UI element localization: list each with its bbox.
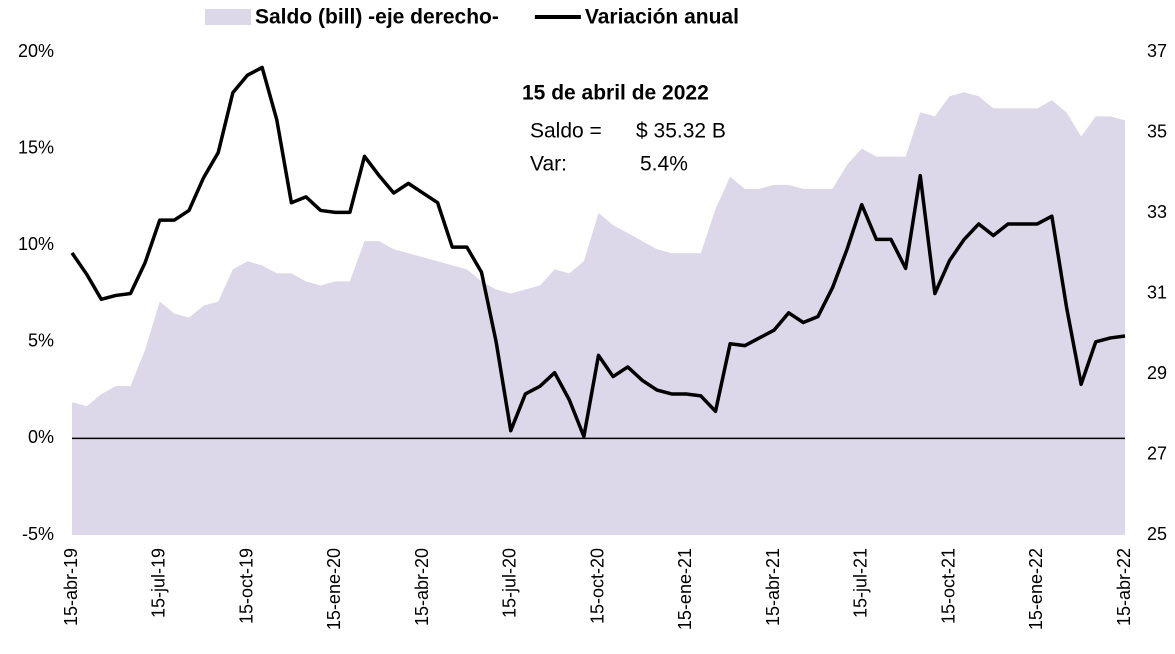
x-tick-label: 15-ene-21 <box>675 548 695 630</box>
x-tick-label: 15-abr-19 <box>61 548 81 626</box>
plot <box>70 65 1126 535</box>
y-tick-label: 5% <box>28 331 54 351</box>
annotation-label: Saldo = <box>530 120 602 143</box>
y2-tick-label: 35 <box>1147 121 1167 141</box>
x-tick-label: 15-jul-20 <box>500 548 520 618</box>
x-tick-label: 15-oct-20 <box>587 548 607 624</box>
x-tick-label: 15-oct-21 <box>938 548 958 624</box>
legend-label: Variación anual <box>585 6 739 29</box>
y2-tick-label: 29 <box>1147 363 1167 383</box>
y-tick-label: 20% <box>18 41 54 61</box>
x-tick-label: 15-abr-20 <box>412 548 432 626</box>
legend-swatch <box>205 9 251 25</box>
area <box>72 92 1125 535</box>
x-tick-label: 15-jul-19 <box>149 548 169 618</box>
y2-tick-label: 31 <box>1147 282 1167 302</box>
y-tick-label: -5% <box>22 524 54 544</box>
annotation-title: 15 de abril de 2022 <box>522 82 709 105</box>
line <box>70 65 1126 439</box>
x-tick-label: 15-jul-21 <box>851 548 871 618</box>
x-tick-label: 15-oct-19 <box>236 548 256 624</box>
y-tick-label: 10% <box>18 234 54 254</box>
x-tick-label: 15-ene-22 <box>1026 548 1046 630</box>
annotation-label: Var: <box>530 153 567 176</box>
x-tick-label: 15-abr-21 <box>763 548 783 626</box>
y-tick-label: 0% <box>28 427 54 447</box>
y2-tick-label: 27 <box>1147 443 1167 463</box>
annotation-value: 5.4% <box>640 153 688 176</box>
y-tick-label: 15% <box>18 137 54 157</box>
legend-label: Saldo (bill) -eje derecho- <box>255 6 499 29</box>
y2-tick-label: 33 <box>1147 202 1167 222</box>
x-tick-label: 15-abr-22 <box>1114 548 1134 626</box>
x-tick-label: 15-ene-20 <box>324 548 344 630</box>
y2-tick-label: 37 <box>1147 41 1167 61</box>
y2-tick-label: 25 <box>1147 524 1167 544</box>
annotation-value: $ 35.32 B <box>636 120 726 143</box>
